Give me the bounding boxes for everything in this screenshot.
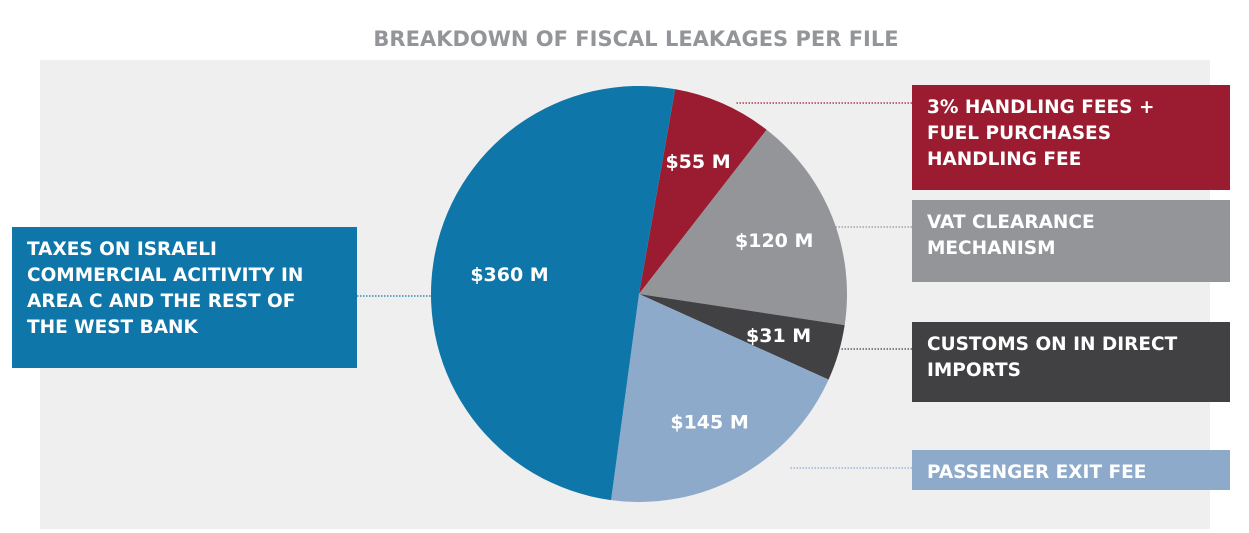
pie-slice — [639, 294, 845, 380]
legend-label: IMPORTS — [927, 360, 1021, 381]
data-label: $120 M — [735, 230, 813, 252]
legend-label: HANDLING FEE — [927, 149, 1081, 170]
legend-box — [912, 85, 1230, 190]
data-label: $360 M — [470, 264, 548, 286]
legend-box — [912, 322, 1230, 402]
legend-label: MECHANISM — [927, 238, 1056, 259]
legend-label: THE WEST BANK — [27, 317, 199, 338]
data-label: $145 M — [670, 411, 748, 433]
pie-slice — [611, 294, 829, 502]
legend-label: AREA C AND THE REST OF — [27, 291, 295, 312]
pie-slice — [639, 89, 767, 294]
legend-box — [12, 227, 357, 368]
legend-label: PASSENGER EXIT FEE — [927, 462, 1146, 483]
legend-label: 3% HANDLING FEES + — [927, 97, 1154, 118]
data-label: $31 M — [746, 325, 811, 347]
legend-label: COMMERCIAL ACITIVITY IN — [27, 265, 303, 286]
legend-label: VAT CLEARANCE — [927, 212, 1095, 233]
pie-slice — [639, 129, 848, 326]
chart-title: BREAKDOWN OF FISCAL LEAKAGES PER FILE — [373, 27, 898, 51]
legend-label: CUSTOMS ON IN DIRECT — [927, 334, 1178, 355]
legend-box — [912, 200, 1230, 282]
legend-box — [912, 450, 1230, 490]
pie-slice — [430, 85, 676, 501]
legend-label: FUEL PURCHASES — [927, 123, 1111, 144]
legend-label: TAXES ON ISRAELI — [27, 239, 217, 260]
data-label: $55 M — [665, 151, 730, 173]
